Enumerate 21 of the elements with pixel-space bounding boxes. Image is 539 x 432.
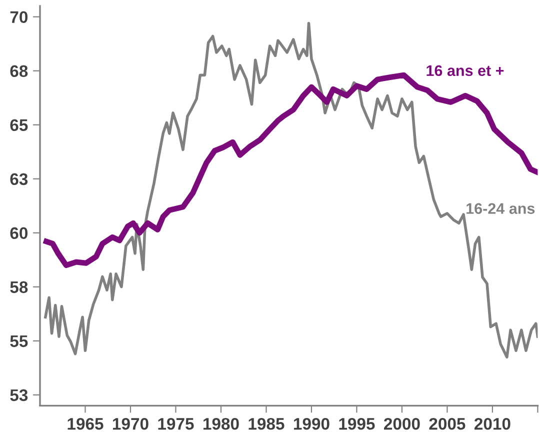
x-tick-label: 1985 <box>248 418 284 430</box>
y-tick-label: 70 <box>10 11 28 24</box>
y-tick-label: 63 <box>10 173 28 186</box>
x-tick-label: 2005 <box>429 418 466 430</box>
series-label: 16-24 ans <box>466 203 535 214</box>
x-tick-label: 1970 <box>113 418 148 430</box>
x-tick-label: 1990 <box>294 418 330 430</box>
x-tick-label: 1975 <box>158 418 194 430</box>
y-tick-label: 65 <box>10 119 28 132</box>
y-tick-label: 58 <box>10 281 28 294</box>
y-tick-label: 68 <box>10 65 28 78</box>
y-tick-label: 55 <box>10 335 28 348</box>
y-tick-label: 53 <box>10 389 28 402</box>
x-tick-label: 1980 <box>203 418 239 430</box>
x-tick-label: 1995 <box>339 418 375 430</box>
line-series <box>44 22 538 358</box>
series-label: 16 ans et + <box>426 65 504 76</box>
x-tick-label: 2010 <box>474 418 510 430</box>
x-tick-label: 2000 <box>384 418 420 430</box>
x-tick-label: 1965 <box>68 418 104 430</box>
y-tick-label: 60 <box>10 227 28 240</box>
